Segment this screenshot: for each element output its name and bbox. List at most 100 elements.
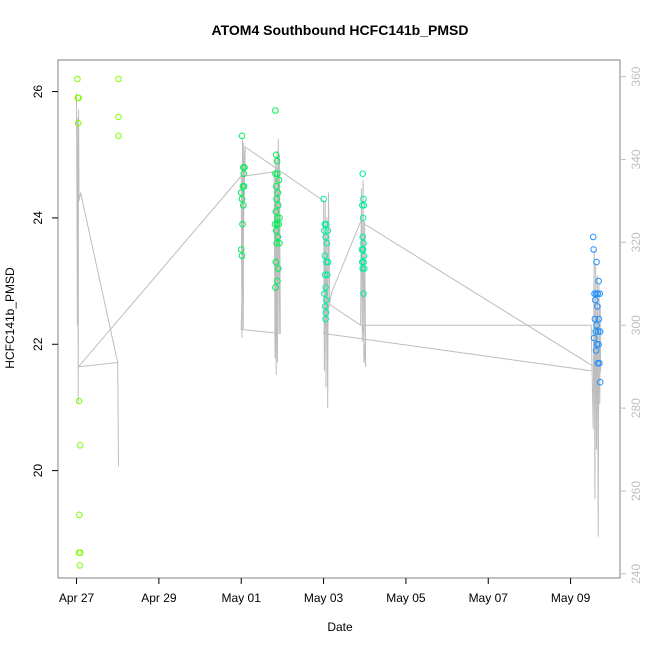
secondary-line-path xyxy=(76,93,602,537)
data-point xyxy=(360,195,367,203)
data-point xyxy=(359,170,367,177)
data-point xyxy=(359,246,367,253)
data-point xyxy=(361,265,368,272)
data-point xyxy=(115,113,122,121)
data-point xyxy=(240,170,247,177)
data-point xyxy=(272,107,279,114)
data-point xyxy=(274,189,282,196)
data-point xyxy=(321,271,329,279)
y-right-tick-label: 260 xyxy=(629,481,643,501)
data-point xyxy=(76,562,84,569)
data-point xyxy=(238,132,246,140)
data-point xyxy=(359,214,367,222)
data-point xyxy=(75,94,82,102)
data-point xyxy=(360,258,367,266)
data-point xyxy=(240,202,247,209)
x-tick-label: May 09 xyxy=(551,591,591,605)
data-point xyxy=(238,195,246,203)
x-tick-label: May 05 xyxy=(386,591,426,605)
data-point xyxy=(274,170,281,177)
data-point xyxy=(596,290,604,298)
y-right-tick-label: 300 xyxy=(629,315,643,335)
data-point xyxy=(596,378,604,386)
data-point xyxy=(322,284,329,291)
data-point xyxy=(323,296,330,304)
data-point xyxy=(272,170,279,177)
y-right-tick-label: 360 xyxy=(629,66,643,86)
y-axis-right: 240 260 280 300 320 340 360 xyxy=(620,66,643,584)
data-point xyxy=(274,277,281,285)
data-point xyxy=(360,290,367,298)
x-tick-label: Apr 27 xyxy=(59,591,95,605)
data-point xyxy=(360,202,368,209)
data-point xyxy=(594,303,601,310)
data-point xyxy=(76,442,84,449)
data-point xyxy=(275,220,283,228)
x-tick-label: Apr 29 xyxy=(141,591,177,605)
data-point xyxy=(276,239,283,247)
data-point xyxy=(320,195,327,203)
data-point xyxy=(322,233,329,241)
data-point xyxy=(595,315,603,323)
data-point xyxy=(595,341,602,348)
data-point xyxy=(272,151,280,159)
data-point xyxy=(590,246,597,253)
data-point xyxy=(592,347,600,354)
data-point xyxy=(76,549,84,557)
data-point xyxy=(324,271,331,279)
data-point xyxy=(273,157,281,165)
data-point xyxy=(324,227,332,234)
data-point xyxy=(322,309,330,317)
data-point xyxy=(272,258,280,266)
data-point xyxy=(590,334,598,342)
data-point xyxy=(74,75,81,83)
y-tick-label: 26 xyxy=(31,85,45,99)
data-point xyxy=(594,328,602,335)
data-point xyxy=(593,258,600,266)
data-point xyxy=(322,315,329,323)
data-point xyxy=(595,277,602,285)
y-axis-label: HCFC141b_PMSD xyxy=(3,267,17,369)
data-point xyxy=(596,328,604,335)
data-point xyxy=(322,220,330,228)
data-point xyxy=(238,252,246,260)
data-point xyxy=(592,328,600,335)
data-point xyxy=(239,220,246,228)
y-right-tick-label: 280 xyxy=(629,398,643,418)
y-axis-left: 20 22 24 26 xyxy=(31,85,58,478)
data-point xyxy=(271,220,279,228)
data-point xyxy=(237,189,245,196)
data-point xyxy=(274,233,282,241)
data-point xyxy=(272,227,280,234)
data-point xyxy=(273,239,280,247)
data-point xyxy=(321,252,329,260)
y-right-tick-label: 340 xyxy=(629,149,643,169)
data-point xyxy=(75,397,83,405)
scatter-points xyxy=(74,75,604,569)
y-right-tick-label: 240 xyxy=(629,564,643,584)
data-point xyxy=(589,233,597,241)
data-point xyxy=(237,246,245,253)
data-point xyxy=(74,119,82,127)
data-point xyxy=(275,176,283,184)
plot-frame xyxy=(57,59,621,579)
data-point xyxy=(360,252,368,260)
data-point xyxy=(274,214,281,222)
y-tick-label: 24 xyxy=(31,211,45,225)
y-right-tick-label: 320 xyxy=(629,232,643,252)
data-point xyxy=(360,239,367,247)
x-axis-label: Date xyxy=(327,620,353,634)
data-point xyxy=(594,290,602,298)
data-point xyxy=(76,511,83,519)
data-point xyxy=(115,132,122,140)
data-point xyxy=(275,202,282,209)
data-point xyxy=(324,258,332,266)
y-tick-label: 22 xyxy=(31,337,45,351)
y-tick-label: 20 xyxy=(31,464,45,478)
data-point xyxy=(273,195,280,203)
data-point xyxy=(275,265,282,272)
data-point xyxy=(115,75,122,83)
data-point xyxy=(276,214,283,222)
x-tick-label: May 07 xyxy=(469,591,509,605)
